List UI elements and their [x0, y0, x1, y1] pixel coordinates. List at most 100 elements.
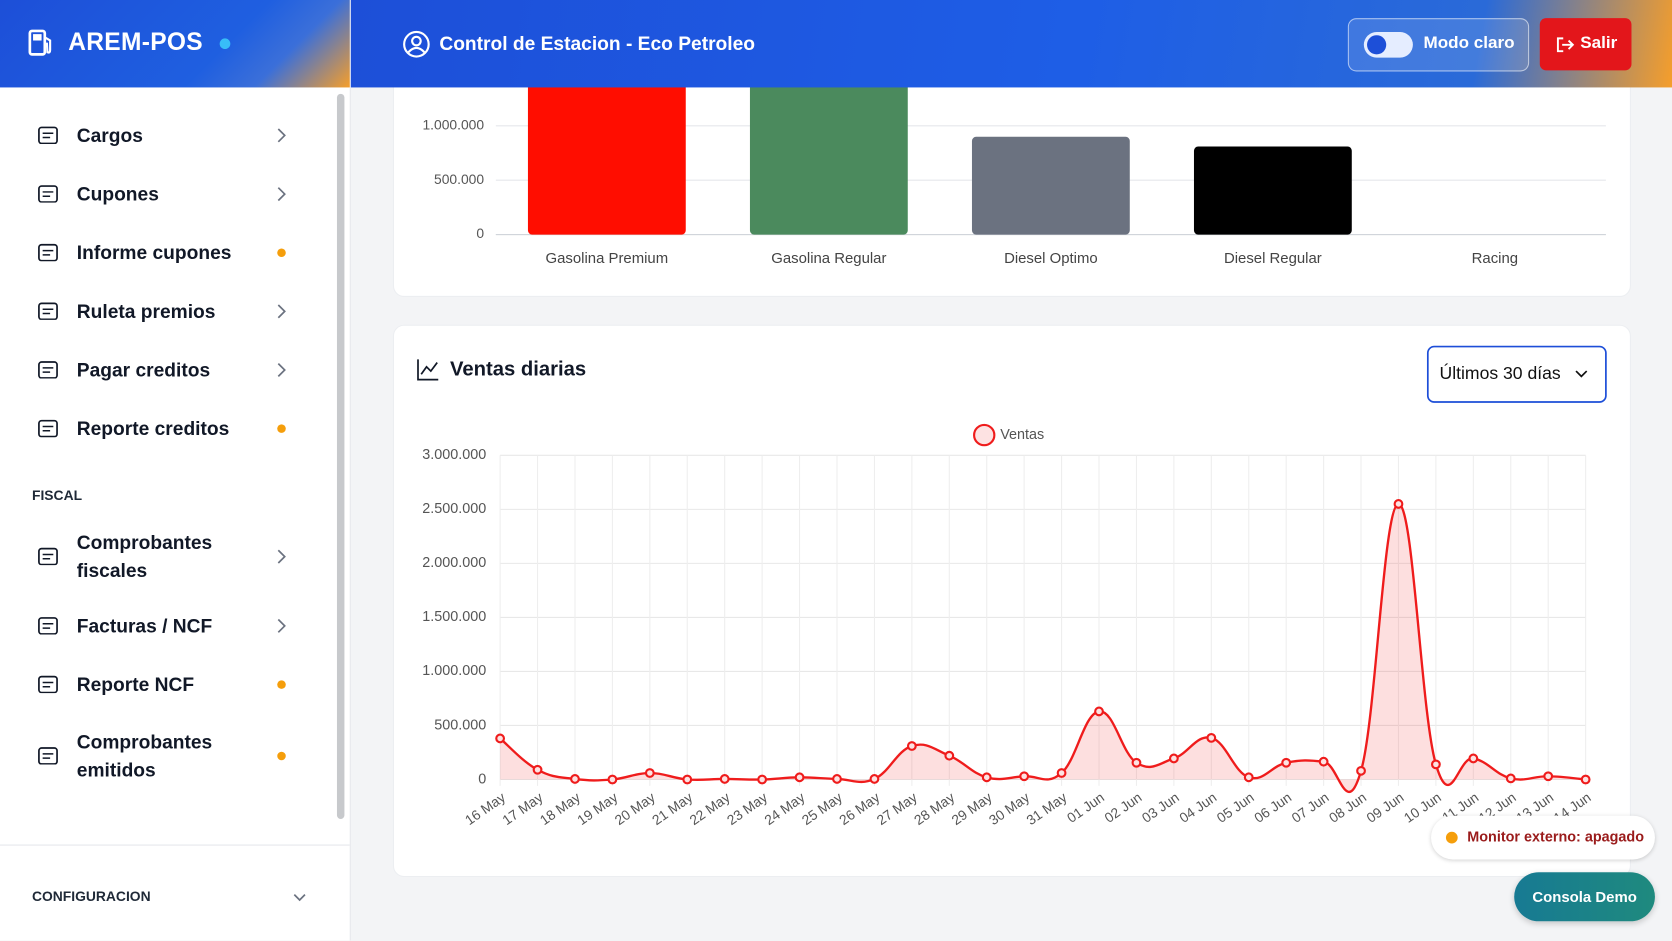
- menu-item[interactable]: Comprobantes emitidos: [0, 724, 320, 788]
- menu-label: Comprobantes fiscales: [76, 532, 213, 582]
- page-title: Control de Estacion - Eco Petroleo: [439, 33, 756, 55]
- menu-item[interactable]: Cupones: [0, 162, 320, 226]
- menu-item[interactable]: Reporte NCF: [0, 653, 320, 717]
- point: [1505, 773, 1516, 784]
- chevron-path: [277, 363, 286, 378]
- point: [682, 774, 693, 785]
- monitor-status: Monitor externo: apagado: [1431, 815, 1655, 860]
- icon-shape: [38, 617, 58, 635]
- point: [644, 768, 655, 778]
- point: [869, 774, 880, 784]
- y-tick-label: 3.000.000: [422, 447, 486, 463]
- config-section[interactable]: CONFIGURACION: [31, 888, 151, 905]
- menu-label: Reporte creditos: [76, 418, 230, 440]
- logout-label: Salir: [1580, 34, 1618, 53]
- user-icon: [403, 30, 430, 58]
- point: [495, 733, 506, 744]
- chevron-down: [1575, 370, 1588, 378]
- range-selector[interactable]: [1426, 345, 1607, 403]
- area: [500, 503, 1586, 792]
- chevron: [277, 304, 286, 319]
- icon-shape: [38, 747, 58, 765]
- menu-item[interactable]: Pagar creditos: [0, 338, 320, 402]
- point: [1206, 732, 1217, 743]
- icon-shape: [38, 126, 58, 144]
- menu-item[interactable]: Informe cupones: [0, 221, 320, 285]
- line: [499, 502, 1586, 793]
- point: [1431, 759, 1441, 770]
- x-tick-label: Diesel Regular: [1224, 250, 1322, 267]
- icon-shape: [38, 675, 58, 694]
- x-tick-label: Racing: [1472, 250, 1518, 267]
- chevron: [277, 128, 286, 143]
- section-title: FISCAL: [31, 487, 83, 504]
- chevron: [277, 549, 286, 564]
- point: [794, 772, 805, 783]
- range-selector-label: Últimos 30 días: [1440, 362, 1561, 383]
- notification-dot: [277, 680, 286, 689]
- menu-item[interactable]: Ruleta premios: [0, 279, 320, 343]
- theme-toggle[interactable]: Modo claro: [1347, 18, 1530, 72]
- point: [944, 750, 955, 761]
- status-dot: [1445, 831, 1458, 844]
- chevron-path: [277, 549, 286, 564]
- toggle-track: [1363, 31, 1413, 58]
- y-tick-label: 1.500.000: [422, 609, 486, 625]
- y-tick-label: 500.000: [434, 171, 484, 187]
- menu-icon: [38, 126, 58, 144]
- menu-label: Informe cupones: [76, 242, 232, 264]
- menu-icon: [38, 302, 58, 320]
- point: [1281, 757, 1292, 768]
- y-tick-label: 1.000.000: [422, 663, 486, 679]
- menu-label: Ruleta premios: [76, 300, 216, 323]
- point: [1543, 771, 1554, 782]
- chevron-down: [293, 894, 306, 902]
- chevron-path: [277, 128, 286, 143]
- icon-shape: [38, 419, 58, 438]
- console-label: Consola Demo: [1532, 888, 1637, 906]
- top-bar: Control de Estacion - Eco Petroleo Modo …: [350, 0, 1672, 88]
- logout-button[interactable]: Salir: [1539, 18, 1632, 71]
- toggle-label: Modo claro: [1423, 34, 1515, 53]
- y-tick-label: 0: [476, 225, 484, 241]
- point: [906, 741, 917, 751]
- menu-icon: [38, 185, 58, 203]
- bar: [971, 136, 1130, 235]
- card: [392, 324, 1631, 878]
- y-tick-label: 2.500.000: [422, 501, 486, 517]
- menu-label: Pagar creditos: [76, 359, 211, 381]
- icon-shape: [38, 547, 58, 566]
- point: [1318, 756, 1329, 767]
- point: [607, 774, 618, 785]
- toggle-knob: [1367, 35, 1387, 55]
- menu-item[interactable]: Reporte creditos: [0, 397, 320, 461]
- point: [1131, 757, 1142, 768]
- y-tick-label: 0: [478, 771, 486, 787]
- y-tick-label: 500.000: [434, 717, 486, 733]
- y-tick-label: 2.000.000: [422, 555, 486, 571]
- brand-icon: [28, 29, 52, 56]
- chevron-path: [277, 304, 286, 319]
- console-button[interactable]: Consola Demo: [1514, 872, 1655, 922]
- chevron: [277, 363, 286, 378]
- notification-dot: [277, 248, 286, 257]
- x-tick-label: Gasolina Regular: [771, 250, 886, 267]
- menu-item[interactable]: Comprobantes fiscales: [0, 525, 320, 589]
- brand-name: AREM-POS: [68, 27, 203, 56]
- chevron-path: [277, 618, 286, 633]
- point: [1393, 499, 1404, 509]
- chart-icon: [417, 359, 439, 381]
- menu-item[interactable]: Facturas / NCF: [0, 594, 320, 658]
- menu-icon: [38, 675, 58, 694]
- bar: [1193, 146, 1352, 235]
- scrollbar[interactable]: [336, 93, 345, 819]
- menu-icon: [38, 617, 58, 635]
- point: [1580, 774, 1591, 785]
- menu-item[interactable]: Cargos: [0, 103, 320, 167]
- status-dot: [219, 38, 231, 50]
- point: [981, 772, 992, 783]
- sidebar-footer: CONFIGURACION: [0, 844, 350, 941]
- notification-dot: [277, 424, 286, 433]
- legend-marker: [973, 423, 996, 447]
